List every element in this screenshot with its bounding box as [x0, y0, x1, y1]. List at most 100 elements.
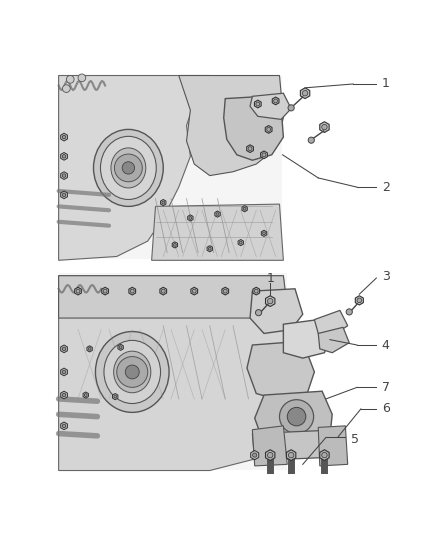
- Ellipse shape: [111, 148, 146, 188]
- Polygon shape: [320, 450, 329, 461]
- Circle shape: [125, 365, 139, 379]
- Polygon shape: [215, 211, 220, 217]
- Polygon shape: [272, 97, 279, 105]
- Text: 7: 7: [382, 381, 390, 394]
- Polygon shape: [252, 430, 346, 461]
- Polygon shape: [61, 133, 67, 141]
- Polygon shape: [61, 391, 67, 399]
- Polygon shape: [320, 122, 329, 133]
- Circle shape: [274, 99, 278, 103]
- Circle shape: [114, 395, 117, 398]
- Polygon shape: [238, 239, 244, 246]
- Polygon shape: [74, 287, 81, 295]
- Polygon shape: [247, 341, 314, 401]
- Text: 1: 1: [382, 77, 390, 91]
- Ellipse shape: [100, 136, 156, 199]
- Polygon shape: [247, 145, 254, 152]
- Polygon shape: [250, 93, 291, 119]
- Circle shape: [63, 85, 70, 92]
- Circle shape: [255, 310, 261, 316]
- FancyBboxPatch shape: [59, 273, 287, 470]
- Polygon shape: [355, 296, 364, 305]
- Polygon shape: [160, 287, 166, 295]
- Circle shape: [131, 289, 134, 293]
- Circle shape: [62, 155, 66, 158]
- Circle shape: [253, 453, 257, 457]
- Polygon shape: [261, 151, 267, 159]
- Polygon shape: [118, 344, 124, 350]
- Circle shape: [268, 453, 273, 458]
- Polygon shape: [283, 320, 332, 358]
- Text: 2: 2: [382, 181, 390, 193]
- Polygon shape: [222, 287, 229, 295]
- Polygon shape: [265, 296, 275, 306]
- Polygon shape: [250, 289, 303, 334]
- Polygon shape: [265, 450, 275, 461]
- Text: 4: 4: [382, 338, 390, 351]
- Circle shape: [173, 244, 176, 246]
- Polygon shape: [87, 346, 92, 352]
- Circle shape: [357, 298, 362, 303]
- Polygon shape: [61, 422, 67, 430]
- Circle shape: [267, 127, 271, 131]
- Polygon shape: [61, 191, 67, 199]
- Polygon shape: [242, 206, 247, 212]
- Circle shape: [62, 393, 66, 397]
- Circle shape: [103, 289, 107, 293]
- Circle shape: [308, 137, 314, 143]
- Circle shape: [114, 154, 142, 182]
- Polygon shape: [59, 76, 210, 260]
- Circle shape: [76, 289, 80, 293]
- Polygon shape: [314, 310, 348, 337]
- Circle shape: [67, 76, 74, 83]
- Ellipse shape: [104, 341, 161, 403]
- Ellipse shape: [95, 332, 169, 413]
- Polygon shape: [113, 393, 118, 400]
- Polygon shape: [83, 392, 88, 398]
- Circle shape: [208, 247, 211, 250]
- Circle shape: [263, 232, 265, 235]
- Polygon shape: [59, 276, 287, 318]
- Polygon shape: [188, 215, 193, 221]
- Circle shape: [189, 216, 192, 220]
- Polygon shape: [254, 100, 261, 108]
- Circle shape: [346, 309, 352, 315]
- Polygon shape: [61, 172, 67, 180]
- Text: 5: 5: [351, 433, 359, 446]
- Circle shape: [279, 400, 314, 433]
- Polygon shape: [318, 327, 349, 353]
- Text: 1: 1: [266, 271, 274, 285]
- Circle shape: [62, 424, 66, 427]
- Ellipse shape: [93, 130, 163, 206]
- Polygon shape: [172, 242, 177, 248]
- Polygon shape: [265, 126, 272, 133]
- Polygon shape: [255, 391, 332, 440]
- Circle shape: [288, 105, 294, 111]
- Circle shape: [243, 207, 246, 210]
- Polygon shape: [253, 287, 260, 295]
- Circle shape: [62, 347, 66, 351]
- Circle shape: [288, 453, 294, 458]
- Polygon shape: [252, 426, 287, 466]
- Polygon shape: [179, 76, 283, 175]
- Circle shape: [302, 91, 308, 96]
- Polygon shape: [251, 450, 259, 460]
- Circle shape: [287, 407, 306, 426]
- Polygon shape: [286, 450, 296, 461]
- Polygon shape: [191, 287, 198, 295]
- Circle shape: [262, 153, 266, 157]
- Polygon shape: [261, 230, 267, 237]
- Polygon shape: [161, 199, 166, 206]
- Circle shape: [62, 193, 66, 197]
- Polygon shape: [102, 287, 109, 295]
- Polygon shape: [59, 276, 287, 471]
- Circle shape: [322, 124, 327, 130]
- Circle shape: [78, 74, 86, 82]
- Circle shape: [239, 241, 242, 244]
- FancyBboxPatch shape: [59, 76, 282, 259]
- Polygon shape: [300, 88, 310, 99]
- Circle shape: [192, 289, 196, 293]
- Polygon shape: [61, 345, 67, 353]
- Circle shape: [248, 147, 252, 151]
- Text: 3: 3: [382, 270, 390, 283]
